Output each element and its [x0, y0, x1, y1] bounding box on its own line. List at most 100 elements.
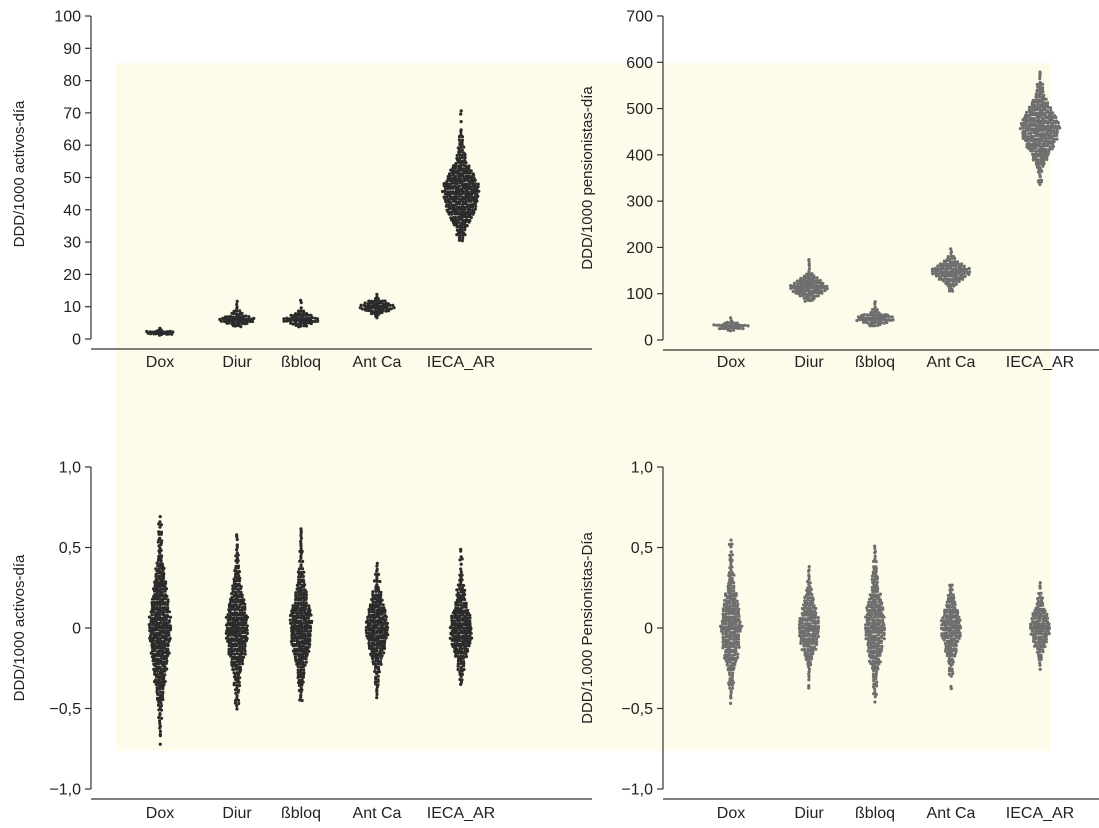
- data-point: [450, 212, 454, 216]
- data-point: [874, 560, 878, 564]
- data-point: [158, 685, 162, 689]
- data-point: [1039, 622, 1044, 627]
- data-point: [1026, 139, 1030, 143]
- data-point: [292, 639, 296, 643]
- data-point: [462, 160, 466, 165]
- data-point: [456, 600, 460, 604]
- data-point: [453, 619, 457, 623]
- data-point: [151, 621, 155, 625]
- data-point: [727, 653, 732, 657]
- data-point: [736, 640, 741, 644]
- data-point: [443, 189, 447, 193]
- data-point: [375, 569, 379, 573]
- data-point: [299, 590, 303, 595]
- data-point: [723, 630, 727, 634]
- data-point: [947, 286, 952, 291]
- data-point: [746, 324, 750, 328]
- data-point: [291, 649, 296, 653]
- data-point: [457, 197, 461, 201]
- data-point: [304, 616, 308, 620]
- data-point: [156, 540, 160, 544]
- data-point: [812, 636, 816, 641]
- data-point: [469, 631, 473, 635]
- data-point: [712, 323, 716, 327]
- data-point: [154, 574, 158, 579]
- data-point: [732, 586, 736, 590]
- data-point: [297, 578, 301, 582]
- data-point: [306, 634, 310, 638]
- data-point: [878, 605, 882, 609]
- data-point: [376, 307, 380, 311]
- data-point: [878, 612, 882, 617]
- data-point: [725, 320, 729, 324]
- data-point: [236, 323, 240, 328]
- data-point: [453, 642, 457, 646]
- data-point: [872, 669, 876, 673]
- data-point: [163, 597, 167, 601]
- data-point: [458, 202, 462, 206]
- data-point: [941, 267, 945, 271]
- data-point: [150, 601, 154, 605]
- data-point: [282, 317, 286, 321]
- data-point: [460, 647, 464, 651]
- data-point: [1040, 629, 1045, 633]
- data-point: [810, 639, 814, 643]
- data-point: [468, 641, 472, 645]
- data-point: [794, 291, 798, 295]
- data-point: [359, 303, 363, 307]
- data-point: [949, 644, 953, 648]
- data-point: [154, 631, 158, 635]
- data-point: [1029, 146, 1033, 151]
- data-point: [721, 632, 725, 636]
- data-point: [155, 597, 159, 601]
- data-point: [161, 697, 165, 702]
- data-point: [460, 143, 464, 147]
- data-point: [461, 631, 465, 635]
- data-point: [450, 179, 454, 183]
- data-point: [461, 656, 465, 660]
- data-point: [240, 602, 244, 606]
- y-tick-label: 60: [63, 138, 81, 155]
- data-point: [156, 659, 160, 663]
- data-point: [864, 615, 868, 619]
- data-point: [951, 593, 955, 597]
- data-point: [371, 301, 375, 305]
- data-point: [451, 611, 455, 615]
- data-point: [820, 286, 824, 290]
- data-point: [475, 199, 479, 203]
- data-point: [299, 564, 303, 568]
- data-point: [384, 615, 388, 619]
- data-point: [234, 667, 238, 671]
- data-point: [729, 545, 733, 549]
- data-point: [732, 328, 736, 332]
- data-point: [236, 584, 240, 588]
- data-point: [240, 608, 244, 612]
- data-point: [233, 608, 237, 612]
- data-point: [729, 589, 733, 593]
- data-point: [162, 683, 166, 687]
- data-point: [874, 569, 878, 574]
- data-point: [1047, 632, 1051, 636]
- data-point: [816, 281, 820, 285]
- data-point: [242, 618, 246, 622]
- data-point: [1034, 637, 1038, 641]
- data-point: [459, 611, 463, 615]
- data-point: [291, 322, 295, 326]
- data-point: [377, 643, 381, 648]
- data-point: [299, 616, 303, 620]
- data-point: [150, 613, 154, 617]
- data-point: [299, 544, 303, 548]
- data-point: [732, 573, 736, 577]
- data-point: [459, 636, 463, 640]
- data-point: [872, 656, 876, 660]
- data-point: [293, 623, 297, 627]
- data-point: [360, 307, 364, 311]
- data-point: [153, 600, 157, 604]
- data-point: [954, 279, 958, 283]
- data-point: [737, 607, 741, 611]
- data-point: [158, 742, 162, 746]
- data-point: [235, 312, 239, 316]
- data-point: [1041, 164, 1045, 168]
- data-point: [302, 311, 306, 315]
- data-point: [733, 630, 737, 634]
